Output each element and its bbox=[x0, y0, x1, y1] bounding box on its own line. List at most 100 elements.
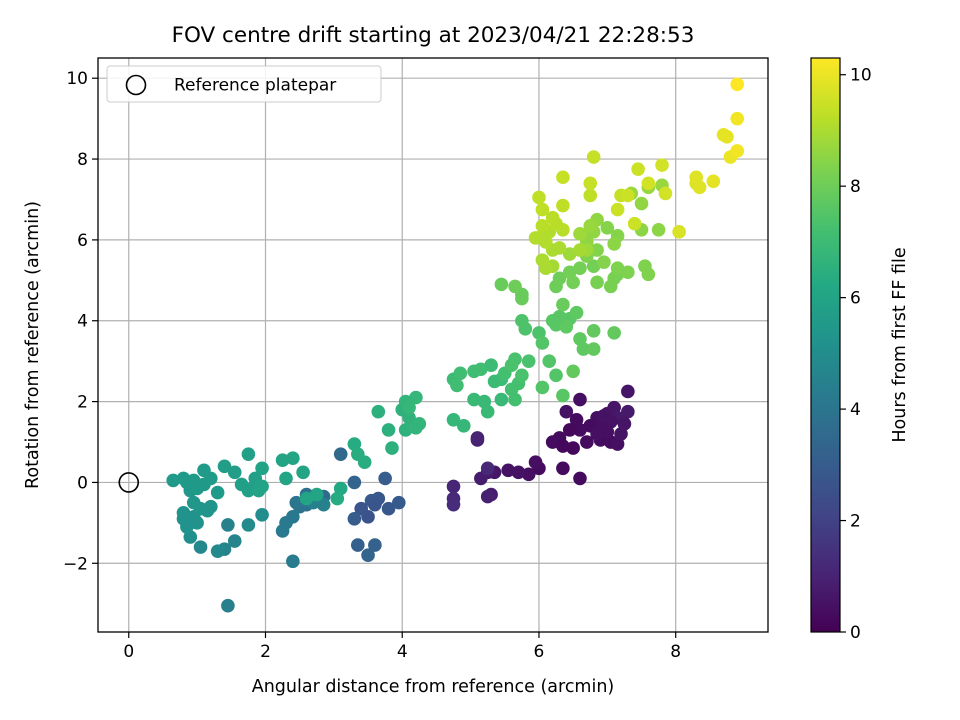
data-point bbox=[255, 461, 269, 476]
data-point bbox=[508, 352, 522, 366]
y-tick-label: 10 bbox=[66, 69, 88, 89]
data-point bbox=[193, 540, 208, 554]
data-point bbox=[275, 524, 290, 538]
data-point bbox=[566, 275, 580, 290]
data-point bbox=[412, 417, 427, 431]
scatter-points bbox=[166, 77, 745, 613]
data-point bbox=[573, 243, 587, 257]
data-point bbox=[590, 427, 604, 441]
data-point bbox=[552, 271, 567, 286]
data-point bbox=[658, 186, 673, 201]
data-point bbox=[583, 218, 598, 233]
legend-open-circle-marker bbox=[125, 74, 147, 96]
data-point bbox=[480, 461, 495, 476]
data-point bbox=[621, 188, 635, 203]
data-point bbox=[521, 467, 536, 482]
x-tick-label: 0 bbox=[123, 642, 134, 662]
data-point bbox=[330, 491, 345, 506]
data-point bbox=[511, 465, 526, 480]
data-point bbox=[549, 368, 563, 383]
data-point bbox=[456, 419, 471, 433]
data-point bbox=[556, 388, 570, 403]
data-point bbox=[190, 516, 204, 530]
data-point bbox=[467, 392, 481, 407]
y-tick-label: 4 bbox=[77, 312, 88, 332]
data-point bbox=[627, 216, 642, 231]
colorbar-tick-label: 10 bbox=[850, 66, 872, 86]
data-point bbox=[573, 423, 587, 437]
legend-entry-reference-platepar: Reference platepar bbox=[174, 76, 336, 96]
data-point bbox=[508, 392, 522, 407]
colorbar-label: Hours from first FF file bbox=[890, 247, 910, 442]
x-tick-label: 4 bbox=[397, 642, 408, 662]
data-point bbox=[597, 408, 611, 423]
data-point bbox=[299, 491, 314, 506]
data-point bbox=[556, 198, 570, 213]
data-point bbox=[166, 473, 181, 488]
data-point bbox=[720, 130, 734, 144]
data-point bbox=[573, 392, 587, 407]
data-point bbox=[641, 267, 656, 282]
data-point bbox=[210, 485, 225, 500]
data-point bbox=[576, 342, 591, 356]
data-point bbox=[692, 180, 707, 195]
data-point bbox=[535, 218, 550, 233]
reference-platepar-marker bbox=[118, 472, 140, 493]
data-point bbox=[521, 354, 536, 368]
data-point bbox=[559, 320, 574, 334]
data-point bbox=[398, 423, 413, 437]
x-tick-label: 8 bbox=[670, 642, 681, 662]
data-point bbox=[610, 261, 625, 275]
data-point bbox=[580, 435, 594, 449]
data-point bbox=[446, 412, 461, 427]
data-point bbox=[453, 366, 468, 381]
data-point bbox=[545, 313, 560, 328]
data-point bbox=[528, 231, 543, 245]
data-point bbox=[241, 518, 256, 532]
x-axis-ticks: 0 2 4 6 8 bbox=[123, 632, 681, 662]
data-point bbox=[402, 400, 416, 415]
data-point bbox=[607, 326, 621, 340]
colorbar-tick-label: 6 bbox=[850, 289, 861, 309]
data-point bbox=[586, 150, 601, 164]
data-point bbox=[217, 459, 232, 474]
data-point bbox=[617, 417, 632, 431]
data-point bbox=[361, 548, 375, 562]
data-point bbox=[371, 404, 386, 419]
colorbar-ticks: 0 2 4 6 8 10 bbox=[840, 66, 872, 643]
data-point bbox=[573, 471, 587, 486]
data-point bbox=[501, 463, 516, 478]
data-point bbox=[357, 455, 372, 470]
data-point bbox=[590, 275, 604, 290]
data-point bbox=[556, 461, 570, 476]
data-point bbox=[583, 176, 598, 191]
data-point bbox=[515, 368, 529, 383]
colorbar bbox=[810, 57, 841, 633]
y-tick-label: 8 bbox=[77, 150, 88, 170]
data-point bbox=[545, 435, 560, 449]
data-point bbox=[556, 439, 570, 453]
data-point bbox=[641, 176, 656, 191]
data-point bbox=[542, 354, 557, 368]
data-point bbox=[409, 390, 423, 405]
data-point bbox=[286, 554, 300, 569]
data-point bbox=[655, 158, 669, 172]
data-point bbox=[573, 261, 587, 275]
data-point bbox=[535, 253, 550, 267]
data-point bbox=[354, 501, 369, 516]
data-point bbox=[186, 473, 201, 488]
data-point bbox=[562, 423, 577, 437]
data-point bbox=[535, 380, 550, 395]
data-point bbox=[672, 225, 686, 239]
x-tick-label: 2 bbox=[260, 642, 271, 662]
data-point bbox=[566, 441, 580, 455]
data-point bbox=[607, 237, 621, 251]
legend-box bbox=[106, 65, 382, 103]
data-point bbox=[586, 259, 601, 273]
data-point bbox=[289, 495, 304, 510]
data-point bbox=[446, 497, 461, 512]
data-point bbox=[381, 501, 396, 516]
data-point bbox=[532, 190, 546, 205]
data-point bbox=[275, 453, 290, 468]
